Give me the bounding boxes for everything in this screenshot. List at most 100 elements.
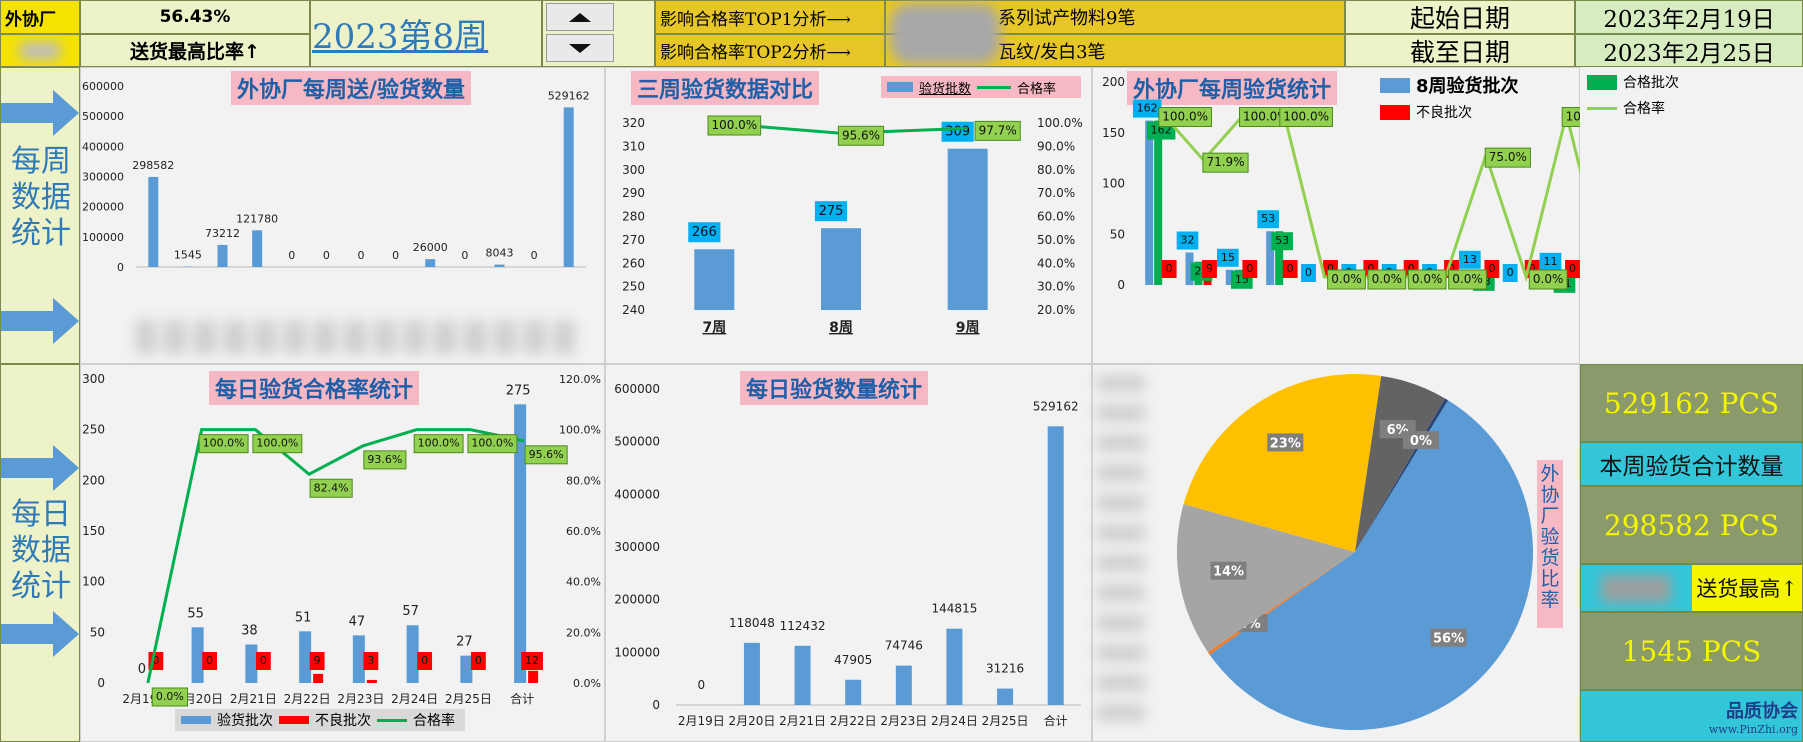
- top2-label-cell: 影响合格率TOP2分析⟶: [655, 34, 885, 67]
- rate-label: 97.7%: [979, 123, 1017, 137]
- bar-value-label: 51: [295, 610, 312, 625]
- arrow-right-icon: [1, 611, 79, 657]
- daily-qty-chart: 0 100000 200000 300000 400000 500000 600000 0 2月…: [614, 382, 1081, 728]
- legend-label-defect: 不良批次: [1416, 105, 1472, 121]
- legend-label-rate: 合格率: [1017, 81, 1057, 97]
- bar: [821, 228, 861, 310]
- bar-pass: [1154, 120, 1163, 285]
- legend-swatch-blue: [1380, 77, 1410, 93]
- x-category-label: 2月22日: [830, 714, 877, 728]
- y2-tick-label: 50.0%: [1037, 233, 1075, 247]
- bar-total: [352, 635, 365, 683]
- x-category-label: 2月21日: [230, 692, 277, 706]
- x-category-label: 2月23日: [337, 692, 384, 706]
- bar-value-label: 112432: [780, 619, 826, 633]
- top2-value: 瓦纹/发白3笔: [998, 41, 1106, 63]
- rate-label-bg: [309, 478, 353, 498]
- bar-total-label-bg: [1257, 210, 1279, 229]
- rate-label-bg: [151, 687, 189, 707]
- arrow-right-icon: [1, 298, 79, 344]
- pie-label: 56%: [1433, 632, 1464, 647]
- bar-defect-label-bg: [202, 652, 218, 670]
- bar-value-label: 266: [692, 225, 717, 240]
- rate-label: 0.0%: [1331, 272, 1362, 286]
- week-title-cell[interactable]: 2023第8周: [310, 0, 542, 67]
- legend-swatch-blue: [887, 82, 913, 92]
- kpi-weekly-total: 529162 PCS: [1603, 386, 1780, 420]
- pie-label-bg: [1267, 433, 1304, 452]
- end-date-cell: 2023年2月25日: [1575, 34, 1803, 67]
- bar: [148, 176, 159, 267]
- y2-tick-label: 60.0%: [1037, 210, 1075, 224]
- rate-label: 71.9%: [1206, 155, 1244, 169]
- bar-total-label-bg: [1539, 252, 1562, 271]
- factory-name-cell: [0, 34, 80, 67]
- rate-label: 100.0%: [471, 437, 513, 450]
- bar-total: [514, 404, 527, 683]
- weekly-inspect-legend: 8周验货批次 不良批次: [1380, 72, 1570, 122]
- y-tick-label: 250: [622, 280, 645, 294]
- three-week-panel: 三周验货数据对比 验货批数 合格率 240 250 260 270 280 290 300 3…: [605, 67, 1092, 364]
- rate-label-bg: [707, 115, 762, 136]
- bar-defect-label: 9: [1206, 262, 1213, 275]
- rate-value-cell: 56.43%: [80, 0, 310, 34]
- kpi-weekly-total-cell: 529162 PCS: [1580, 364, 1803, 442]
- x-category-label: 合计: [510, 691, 534, 706]
- rate-label-bg: [467, 434, 518, 454]
- start-date: 2023年2月19日: [1603, 7, 1775, 33]
- bar-defect: [313, 673, 324, 683]
- y-tick-label: 400000: [614, 487, 660, 501]
- y-tick-label: 100: [82, 575, 105, 589]
- week-down-button[interactable]: [546, 34, 614, 62]
- daily-rate-panel: 每日验货合格率统计 0 50 100 150 200 250 300 0.0% 20.0% 40.…: [80, 364, 605, 742]
- y-tick-label: 320: [622, 116, 645, 130]
- rate-label: 100.0%: [711, 118, 757, 132]
- week-title[interactable]: 2023第8周: [312, 17, 489, 57]
- x-category-label: 合计: [1044, 713, 1068, 728]
- bar-value-label: 0: [531, 249, 538, 262]
- legend-label-batches: 验货批数: [919, 81, 972, 97]
- y-tick-label: 50: [1110, 227, 1125, 241]
- arrow-right-icon: [1, 90, 79, 136]
- rate-value: 56.43%: [159, 7, 231, 27]
- rate-label: 0.0%: [1533, 272, 1564, 286]
- bar-defect-label-bg: [521, 652, 543, 670]
- watermark-logo: 品质协会: [1726, 700, 1798, 722]
- bar-value-label: 298582: [132, 159, 174, 172]
- daily-rate-title: 每日验货合格率统计: [209, 371, 420, 405]
- y2-tick-label: 80.0%: [1037, 163, 1075, 177]
- top1-label-cell: 影响合格率TOP1分析⟶: [655, 0, 885, 34]
- top1-value: 系列试产物料9笔: [998, 8, 1136, 29]
- bar-defect-label-bg: [1565, 260, 1580, 278]
- bar-defect-label: 0: [1246, 262, 1253, 275]
- kpi-min: 1545 PCS: [1621, 634, 1762, 668]
- weekly-label: 每周数据统计: [11, 144, 71, 251]
- bar-value-label: 0: [288, 249, 295, 262]
- pie-slice: [1177, 504, 1355, 653]
- rate-label-bg: [1528, 269, 1568, 290]
- bar: [845, 679, 862, 705]
- y-tick-label: 0: [652, 698, 660, 712]
- bar-value-label: 0: [323, 249, 330, 262]
- factory-label: 外协厂: [5, 9, 56, 30]
- pie-label-bg: [1210, 561, 1247, 580]
- pie-label: 14%: [1213, 565, 1244, 580]
- pie-panel: 56% 0% 14% 23% 6% 0% 外协厂验货比率: [1092, 364, 1580, 742]
- bar-total-label: 162: [1137, 102, 1158, 115]
- bar-value-label: 73212: [205, 227, 240, 240]
- rate-label: 95.6%: [529, 448, 564, 461]
- bar-total-label-bg: [1132, 99, 1162, 118]
- top1-label: 影响合格率TOP1分析⟶: [660, 9, 851, 30]
- rate-label: 95.6%: [842, 128, 880, 142]
- y-tick-label: 240: [622, 303, 645, 317]
- bar-defect-label: 0: [421, 654, 428, 667]
- week-up-button[interactable]: [546, 3, 614, 31]
- rate-label: 82.4%: [314, 481, 349, 494]
- bar-defect-label-bg: [417, 652, 433, 670]
- bar-value-label-bg: [941, 121, 974, 142]
- legend-label-defect: 不良批次: [315, 713, 371, 729]
- daily-rate-chart: 0501001502002503000.0%20.0%40.0%60.0%80.…: [82, 372, 601, 707]
- bar-defect-label-bg: [470, 652, 486, 670]
- rate-label-bg: [1202, 152, 1249, 173]
- rate-label: 0.0%: [156, 690, 184, 703]
